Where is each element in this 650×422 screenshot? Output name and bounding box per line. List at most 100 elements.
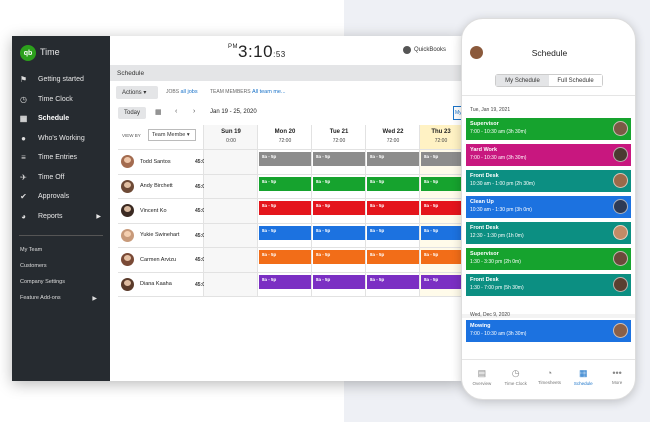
shift-block[interactable]: 8a - 5p — [313, 176, 365, 191]
my-schedule-tab[interactable]: My Schedule — [496, 75, 549, 86]
shift-block[interactable]: 8a - 5p — [259, 152, 311, 166]
day-cell[interactable] — [366, 223, 420, 248]
quickbooks-link[interactable]: QuickBooks — [403, 46, 446, 54]
day-mon-20[interactable]: Mon 20 72:00 — [274, 129, 296, 144]
my-schedule-button[interactable]: My — [453, 106, 462, 120]
shift-block[interactable]: 8a - 5p — [313, 225, 365, 240]
shift-block[interactable]: 8a - 5p — [259, 176, 311, 191]
day-cell[interactable] — [204, 150, 258, 175]
day-thu-23[interactable]: Thu 23 72:00 — [431, 129, 451, 144]
shift-block[interactable]: 8a - 5p — [421, 274, 461, 289]
day-cell[interactable] — [258, 199, 312, 224]
shift-block[interactable]: 8a - 5p — [313, 274, 365, 289]
day-cell[interactable] — [204, 223, 258, 248]
day-cell[interactable] — [312, 150, 366, 175]
day-cell[interactable] — [258, 174, 312, 199]
shift-block[interactable]: 8a - 5p — [367, 176, 419, 191]
shift-block[interactable]: 8a - 5p — [259, 274, 311, 289]
team-members-filter[interactable]: TEAM MEMBERS All team me... — [210, 89, 286, 95]
shift-block[interactable]: 8a - 5p — [259, 201, 311, 215]
shift-card[interactable]: Supervisor 7:00 - 10:30 am (3h 30m) — [466, 118, 631, 140]
employee-row[interactable]: Diana Kaaha — [121, 277, 201, 291]
team-members-filter-value[interactable]: All team me... — [251, 89, 286, 95]
day-cell[interactable] — [204, 199, 258, 224]
calendar-picker-icon[interactable]: ▦ — [155, 109, 162, 116]
actions-dropdown[interactable]: Actions ▾ — [116, 86, 158, 99]
sidebar-link-feature-add-ons[interactable]: Feature Add-ons ▶ — [20, 295, 97, 302]
day-cell[interactable] — [204, 248, 258, 273]
employee-row[interactable]: Yukie Swinehart — [121, 228, 201, 242]
shift-block[interactable]: 8a - 5p — [313, 250, 365, 264]
shift-block[interactable]: 8a - 5p — [313, 201, 365, 215]
jobs-filter[interactable]: JOBS all jobs — [166, 89, 198, 95]
shift-title: Front Desk — [470, 277, 499, 283]
sidebar-item-approvals[interactable]: ✔ Approvals — [20, 192, 70, 201]
shift-block[interactable]: 8a - 5p — [421, 201, 461, 215]
day-cell[interactable] — [258, 248, 312, 273]
shift-block[interactable]: 8a - 5p — [367, 274, 419, 289]
shift-card[interactable]: Yard Work 7:00 - 10:30 am (3h 30m) — [466, 144, 631, 166]
day-cell[interactable] — [366, 272, 420, 297]
shift-card[interactable]: Front Desk 1:30 - 7:00 pm (5h 30m) — [466, 274, 631, 296]
day-cell[interactable] — [312, 248, 366, 273]
day-cell[interactable] — [312, 272, 366, 297]
shift-card[interactable]: Front Desk 12:30 - 1:30 pm (1h 0m) — [466, 222, 631, 244]
shift-card[interactable]: Mowing 7:00 - 10:30 am (3h 30m) — [466, 320, 631, 342]
sidebar-link-my-team[interactable]: My Team — [20, 247, 43, 253]
sidebar-item-time-entries[interactable]: ≡ Time Entries — [19, 153, 109, 162]
tab-more[interactable]: ••• More — [600, 360, 634, 399]
sidebar-link-company-settings[interactable]: Company Settings — [20, 279, 65, 285]
shift-block[interactable]: 8a - 5p — [313, 152, 365, 166]
tab-timesheets[interactable]: ◔ Timesheets — [533, 360, 567, 399]
shift-block[interactable]: 8a - 5p — [367, 225, 419, 240]
sidebar-item-getting-started[interactable]: ⚑ Getting started — [19, 75, 84, 84]
sidebar-item-schedule[interactable]: ▦ Schedule — [19, 114, 70, 123]
day-cell[interactable] — [204, 272, 258, 297]
sidebar-item-time-clock[interactable]: ◷ Time Clock — [20, 95, 73, 104]
sidebar-item-time-off[interactable]: ✈ Time Off — [20, 173, 65, 182]
day-cell[interactable] — [312, 174, 366, 199]
shift-block[interactable]: 8a - 5p — [259, 250, 311, 264]
day-cell[interactable] — [312, 199, 366, 224]
day-cell[interactable] — [204, 174, 258, 199]
day-cell[interactable] — [258, 223, 312, 248]
full-schedule-tab[interactable]: Full Schedule — [549, 75, 602, 86]
jobs-filter-value[interactable]: all jobs — [180, 89, 198, 95]
employee-row[interactable]: Andy Birchett — [121, 179, 201, 193]
day-cell[interactable] — [258, 150, 312, 175]
shift-card[interactable]: Front Desk 10:30 am - 1:00 pm (2h 30m) — [466, 170, 631, 192]
view-by-select[interactable]: Team Membe ▾ — [148, 129, 196, 141]
shift-card[interactable]: Clean Up 10:30 am - 1:30 pm (3h 0m) — [466, 196, 631, 218]
shift-block[interactable]: 8a - 5p — [367, 250, 419, 264]
shift-block[interactable]: 8a - 5p — [421, 250, 461, 264]
day-sun-19[interactable]: Sun 19 0:00 — [221, 129, 241, 144]
day-tue-21[interactable]: Tue 21 72:00 — [329, 129, 349, 144]
shift-block[interactable]: 8a - 5p — [421, 152, 461, 166]
tab-overview[interactable]: ▤ Overview — [465, 360, 499, 399]
day-wed-22[interactable]: Wed 22 72:00 — [382, 129, 404, 144]
shift-block[interactable]: 8a - 5p — [259, 225, 311, 240]
sidebar-link-customers[interactable]: Customers — [20, 263, 47, 269]
day-cell[interactable] — [366, 199, 420, 224]
avatar[interactable] — [470, 46, 483, 59]
shift-block[interactable]: 8a - 5p — [421, 225, 461, 240]
tab-schedule[interactable]: ▦ Schedule — [566, 360, 600, 399]
day-cell[interactable] — [366, 248, 420, 273]
day-cell[interactable] — [312, 223, 366, 248]
employee-row[interactable]: Carmen Arvizu — [121, 253, 201, 266]
sidebar-item-whos-working[interactable]: ● Who's Working — [19, 134, 109, 143]
shift-block[interactable]: 8a - 5p — [421, 176, 461, 191]
today-button[interactable]: Today — [118, 107, 146, 119]
sidebar-item-reports[interactable]: ◕ Reports ▶ — [19, 212, 109, 221]
shift-block[interactable]: 8a - 5p — [367, 152, 419, 166]
day-cell[interactable] — [366, 174, 420, 199]
chevron-right-icon[interactable]: › — [193, 108, 196, 115]
employee-row[interactable]: Vincent Ko — [121, 204, 201, 217]
shift-block[interactable]: 8a - 5p — [367, 201, 419, 215]
day-cell[interactable] — [366, 150, 420, 175]
employee-row[interactable]: Todd Santos — [121, 155, 201, 168]
tab-time-clock[interactable]: ◷ Time Clock — [499, 360, 533, 399]
shift-card[interactable]: Supervisor 1:30 - 3:30 pm (2h 0m) — [466, 248, 631, 270]
chevron-left-icon[interactable]: ‹ — [175, 108, 178, 115]
day-cell[interactable] — [258, 272, 312, 297]
